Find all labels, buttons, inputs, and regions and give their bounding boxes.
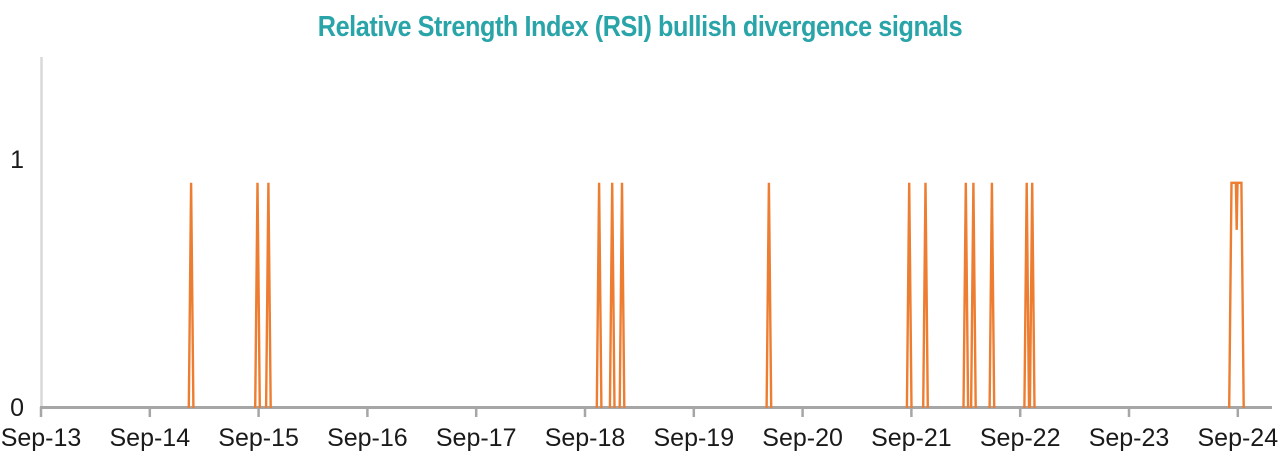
x-tick-label: Sep-19 (653, 424, 734, 452)
signal-spike (254, 182, 261, 409)
signal-spike (618, 182, 626, 409)
y-tick-label: 0 (10, 394, 24, 422)
x-tick-label: Sep-18 (545, 424, 626, 452)
x-tick-label: Sep-16 (327, 424, 408, 452)
signal-plateau (1228, 181, 1245, 409)
signal-spike (608, 182, 616, 409)
x-tick-label: Sep-23 (1089, 424, 1170, 452)
x-tick-label: Sep-22 (980, 424, 1061, 452)
signal-spike (905, 182, 913, 409)
y-tick-label: 1 (10, 146, 24, 174)
signal-spike (264, 182, 272, 409)
x-tick-label: Sep-14 (109, 424, 190, 452)
signal-spike (988, 182, 996, 409)
signal-spike (922, 182, 929, 409)
x-tick-label: Sep-24 (1197, 424, 1278, 452)
signal-spike (765, 182, 773, 409)
x-tick-label: Sep-17 (436, 424, 517, 452)
signal-spike (595, 182, 603, 409)
chart-title: Relative Strength Index (RSI) bullish di… (317, 11, 963, 43)
x-tick-label: Sep-21 (871, 424, 952, 452)
signal-spike (1028, 182, 1036, 409)
x-tick-label: Sep-15 (218, 424, 299, 452)
signal-spike (969, 182, 977, 409)
signal-spike (1023, 182, 1031, 409)
x-tick-label: Sep-20 (762, 424, 843, 452)
x-tick-label: Sep-13 (1, 424, 82, 452)
signal-spike (187, 182, 195, 409)
signal-spike (962, 182, 970, 409)
